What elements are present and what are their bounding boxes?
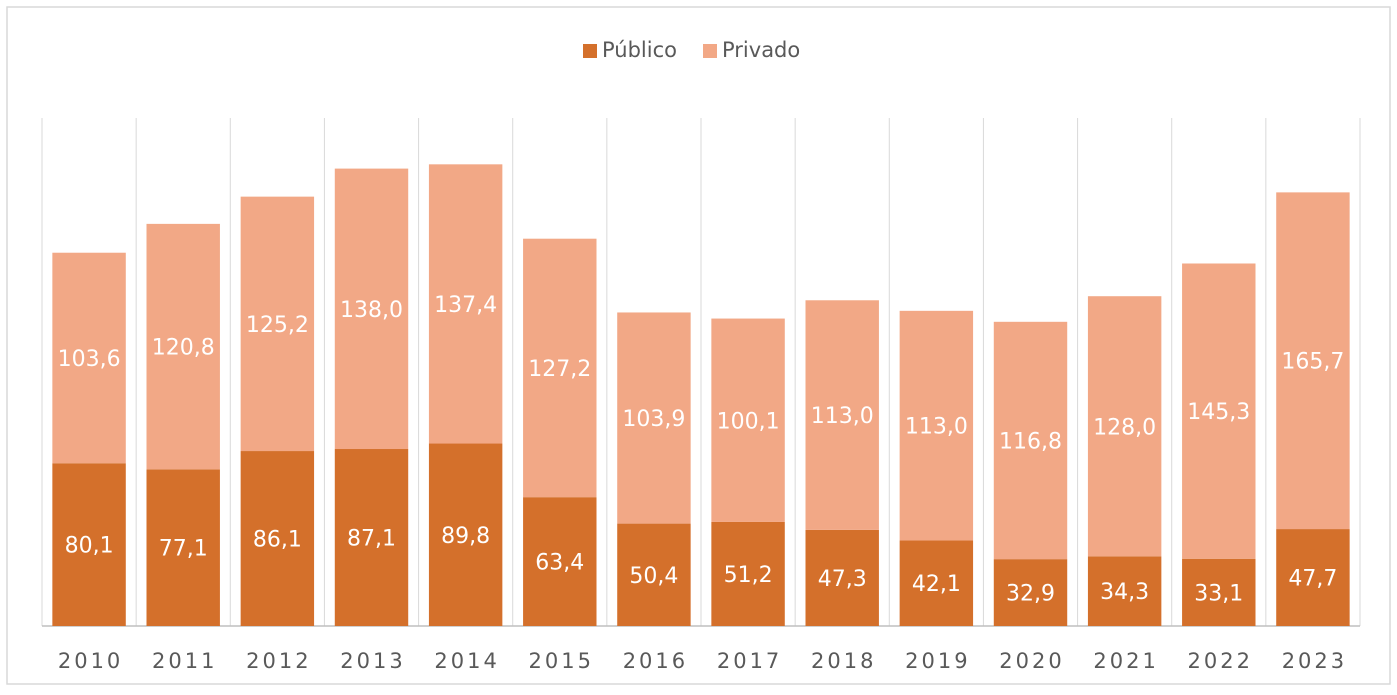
data-label: 116,8 (999, 429, 1062, 454)
legend-swatch (583, 44, 597, 58)
bar-segment (428, 164, 503, 444)
bar-segment (52, 252, 126, 464)
bar-segment (1276, 192, 1350, 530)
data-label: 145,3 (1187, 400, 1250, 425)
bar-segment (334, 449, 409, 626)
bar-segment (805, 300, 879, 530)
data-label: 138,0 (340, 298, 403, 323)
bar-segment (240, 451, 315, 626)
data-label: 120,8 (152, 336, 215, 361)
bar-segment (146, 223, 220, 470)
data-label: 137,4 (434, 293, 497, 318)
data-label: 113,0 (811, 404, 874, 429)
legend-label: Público (602, 38, 677, 62)
bar-segment (1182, 263, 1256, 559)
data-label: 51,2 (724, 563, 773, 588)
data-label: 77,1 (159, 537, 208, 562)
data-label: 63,4 (535, 551, 584, 576)
bar-segment (805, 529, 879, 626)
data-label: 127,2 (528, 357, 591, 382)
x-tick-label: 2023 (1282, 649, 1347, 673)
data-label: 103,9 (622, 407, 685, 432)
bar-segment (711, 318, 785, 522)
data-label: 47,7 (1288, 567, 1337, 592)
bar-segment (993, 559, 1068, 626)
data-label: 100,1 (717, 409, 780, 434)
x-tick-label: 2022 (1188, 649, 1253, 673)
bar-segment (334, 168, 409, 450)
data-label: 32,9 (1006, 582, 1055, 607)
bar-segment (240, 196, 315, 452)
x-tick-label: 2021 (1093, 649, 1158, 673)
x-tick-label: 2010 (58, 649, 123, 673)
data-label: 42,1 (912, 572, 961, 597)
x-tick-label: 2019 (905, 649, 970, 673)
bar-segment (523, 238, 597, 498)
x-tick-label: 2011 (152, 649, 217, 673)
bar-segment (1087, 556, 1162, 626)
data-label: 86,1 (253, 528, 302, 553)
data-label: 125,2 (246, 313, 309, 338)
bar-segment (1276, 529, 1350, 626)
bar-segment (899, 540, 974, 626)
bar-segment (1182, 558, 1256, 626)
data-label: 128,0 (1093, 415, 1156, 440)
bar-segment (993, 321, 1068, 560)
x-tick-label: 2013 (340, 649, 405, 673)
x-tick-label: 2020 (999, 649, 1064, 673)
x-tick-label: 2014 (434, 649, 499, 673)
bar-segment (1087, 296, 1162, 557)
data-label: 34,3 (1100, 580, 1149, 605)
bar-segment (899, 310, 974, 541)
bar-segment (52, 463, 126, 626)
x-tick-label: 2015 (529, 649, 594, 673)
x-tick-label: 2012 (246, 649, 311, 673)
bar-segment (617, 312, 691, 524)
x-tick-label: 2018 (811, 649, 876, 673)
x-tick-label: 2017 (717, 649, 782, 673)
legend-label: Privado (722, 38, 800, 62)
data-label: 103,6 (58, 347, 121, 372)
data-label: 113,0 (905, 415, 968, 440)
legend-swatch (703, 44, 717, 58)
data-label: 165,7 (1281, 350, 1344, 375)
data-label: 89,8 (441, 524, 490, 549)
bar-segment (523, 497, 597, 626)
data-label: 50,4 (629, 564, 678, 589)
bar-segment (711, 521, 785, 626)
data-label: 33,1 (1194, 581, 1243, 606)
data-label: 80,1 (65, 534, 114, 559)
x-tick-label: 2016 (623, 649, 688, 673)
bar-segment (428, 443, 503, 626)
bar-segment (617, 523, 691, 626)
data-label: 87,1 (347, 527, 396, 552)
data-label: 47,3 (818, 567, 867, 592)
bar-segment (146, 469, 220, 626)
